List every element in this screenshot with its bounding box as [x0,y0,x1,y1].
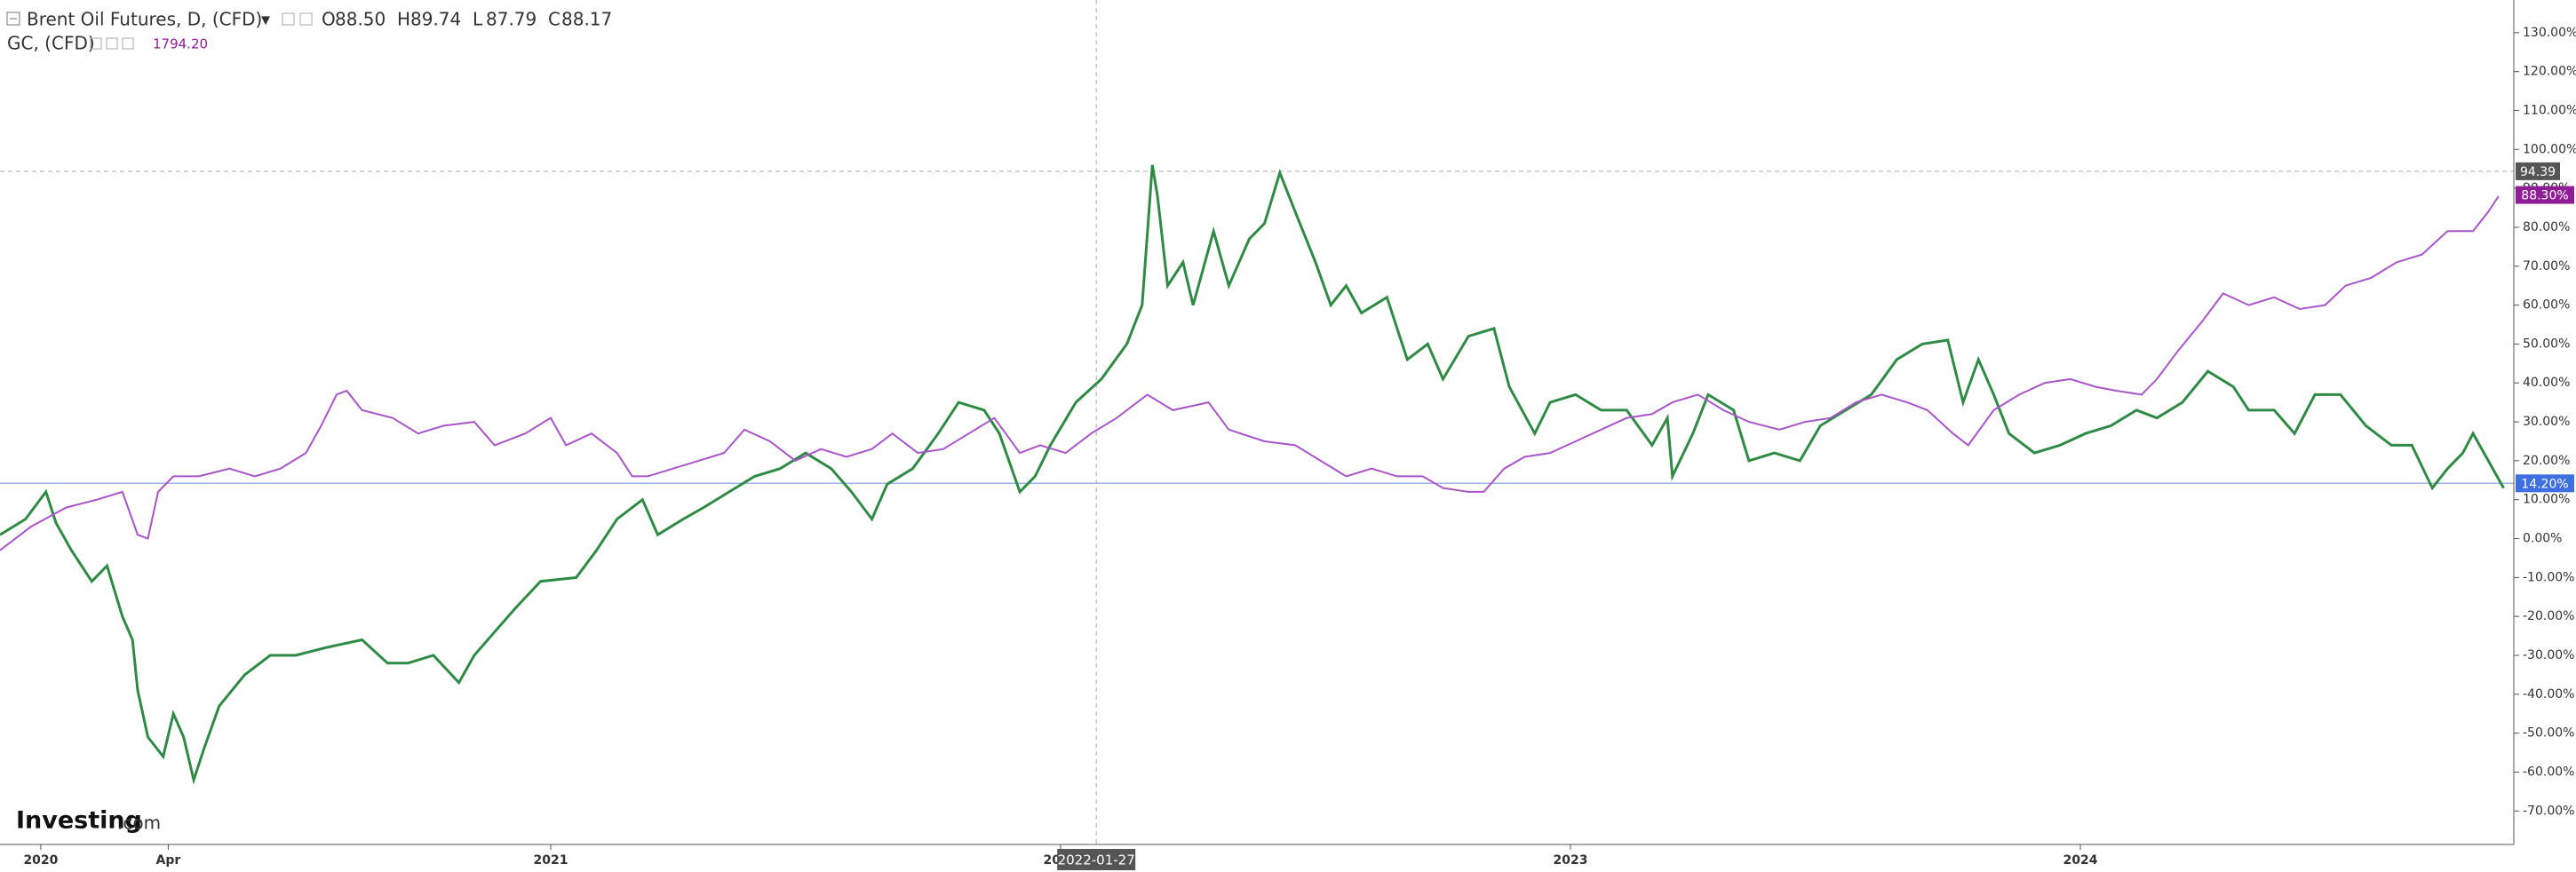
crosshair-y-box [2516,162,2560,180]
compare-title: GC, (CFD) [7,33,95,54]
y-tick-label: 80.00% [2523,220,2570,234]
y-tick-label: 50.00% [2523,337,2570,351]
series-line [0,195,2500,551]
y-tick-label: 0.00% [2523,532,2562,546]
ohlc: O 88.50 H 89.74 L 87.79 C 88.17 [322,9,612,30]
compare-value: 1794.20 [153,36,208,52]
series-line [0,164,2505,785]
y-tick-label: 110.00% [2523,103,2576,117]
last-value-label: 14.20% [2521,477,2568,491]
crosshair-x-box [1057,849,1136,870]
y-tick-label: 70.00% [2523,259,2570,273]
icon[interactable] [299,12,313,26]
y-tick-label: 30.00% [2523,415,2570,429]
crosshair-y-label: 94.39 [2520,165,2556,179]
logo-brand: Investing [16,807,142,835]
icon[interactable] [122,37,134,50]
dropdown-caret[interactable]: ▾ [261,9,270,30]
x-tick-label: 2023 [1554,853,1588,868]
y-tick-label: -40.00% [2523,687,2574,702]
ohlc-key: O [322,9,336,30]
ohlc-value: 88.50 [335,9,386,30]
header: Brent Oil Futures, D, (CFD) ▾ O 88.50 H 89.… [6,9,612,54]
y-tick-label: -10.00% [2523,570,2574,584]
y-tick-label: -50.00% [2523,726,2574,741]
logo: Investing .com [16,807,161,835]
y-tick-label: 40.00% [2523,376,2570,390]
last-value-box [2516,186,2574,204]
y-tick-label: 120.00% [2523,65,2576,79]
y-tick-label: 60.00% [2523,298,2570,313]
y-tick-label: -20.00% [2523,609,2574,623]
axes: 130.00%120.00%110.00%100.00%90.00%80.00%… [23,26,2576,868]
x-tick-label: Apr [156,853,181,868]
collapse-icon[interactable] [6,12,20,26]
last-value-box [2516,474,2574,493]
ohlc-key: L [473,9,483,30]
x-tick-label: 2021 [533,853,568,868]
ohlc-key: H [397,9,410,30]
y-tick-label: -30.00% [2523,648,2574,662]
ohlc-key: C [548,9,561,30]
last-value-label: 88.30% [2521,189,2568,203]
y-tick-label: 100.00% [2523,142,2576,156]
icon[interactable] [282,12,295,26]
annotations: 14.20% 88.30% 94.39 2022-01-27 [1057,162,2574,870]
crosshair-x-label: 2022-01-27 [1058,852,1135,868]
x-tick-label: 2020 [23,853,58,868]
ohlc-value: 88.17 [561,9,612,30]
y-tick-label: 130.00% [2523,26,2576,40]
icon[interactable] [90,37,102,50]
plot [0,0,2514,844]
ohlc-value: 87.79 [486,9,537,30]
icon[interactable] [106,37,118,50]
series-title: Brent Oil Futures, D, (CFD) [27,9,262,30]
y-tick-label: 10.00% [2523,493,2570,507]
y-tick-label: 20.00% [2523,454,2570,468]
x-tick-label: 2024 [2063,853,2098,868]
y-tick-label: -60.00% [2523,765,2574,779]
ohlc-value: 89.74 [410,9,461,30]
logo-suffix: .com [117,813,161,834]
y-tick-label: -70.00% [2523,804,2574,818]
